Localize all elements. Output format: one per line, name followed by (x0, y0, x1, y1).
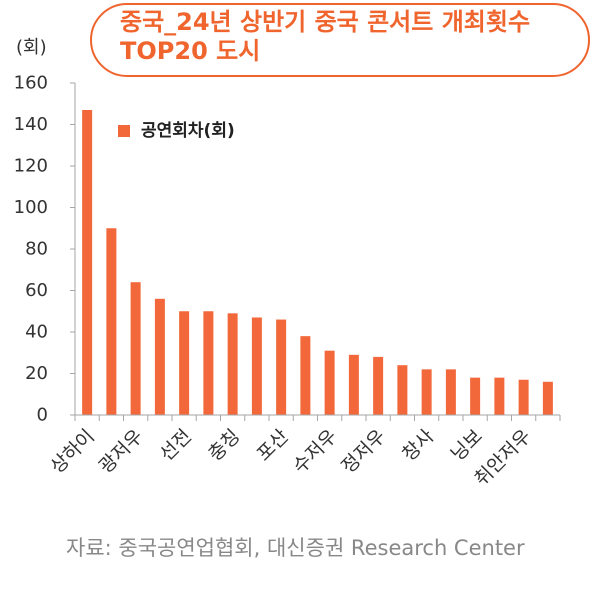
x-tick-label: 창사 (398, 425, 438, 465)
chart-title: 중국_24년 상반기 중국 콘서트 개최횟수 TOP20 도시 (120, 8, 531, 65)
legend-label: 공연회차(회) (141, 121, 235, 141)
bar (494, 377, 505, 415)
bar (251, 317, 262, 415)
bar (179, 311, 190, 415)
y-tick-label: 120 (14, 156, 48, 177)
title-box: 중국_24년 상반기 중국 콘서트 개최횟수 TOP20 도시 (90, 3, 590, 77)
y-tick-label: 140 (14, 114, 48, 135)
y-tick-label: 100 (14, 197, 48, 218)
x-tick-label: 광저우 (95, 425, 148, 478)
x-tick-label: 선전 (156, 425, 196, 465)
x-tick-label: 수저우 (289, 425, 342, 478)
bar (373, 356, 384, 415)
legend-swatch (118, 125, 130, 137)
bar (518, 379, 529, 415)
y-tick-label: 40 (25, 322, 48, 343)
bar (227, 313, 238, 415)
y-tick-label: 60 (25, 280, 48, 301)
y-axis-unit-label: (회) (16, 37, 47, 58)
bar (300, 336, 311, 415)
bar (421, 369, 432, 415)
bar (130, 282, 141, 415)
x-tick-label: 정저우 (337, 425, 390, 478)
bar (324, 350, 335, 415)
legend: 공연회차(회) (118, 120, 235, 142)
y-tick-label: 160 (14, 73, 48, 94)
bar (445, 369, 456, 415)
y-tick-label: 20 (25, 363, 48, 384)
y-tick-label: 80 (25, 239, 48, 260)
x-tick-label: 상하이 (46, 425, 99, 478)
y-tick-label: 0 (37, 405, 48, 426)
bar (154, 298, 165, 415)
bar (542, 381, 553, 415)
x-tick-label: 닝보 (447, 425, 487, 465)
bar (470, 377, 481, 415)
bar (397, 365, 408, 415)
x-tick-label: 충칭 (204, 425, 244, 465)
bar (106, 228, 117, 415)
source-note: 자료: 중국공연업협회, 대신증권 Research Center (66, 536, 525, 560)
bar (203, 311, 214, 415)
bar (348, 354, 359, 415)
x-tick-label: 포산 (253, 425, 293, 465)
bar (276, 319, 287, 415)
bar (82, 109, 93, 415)
